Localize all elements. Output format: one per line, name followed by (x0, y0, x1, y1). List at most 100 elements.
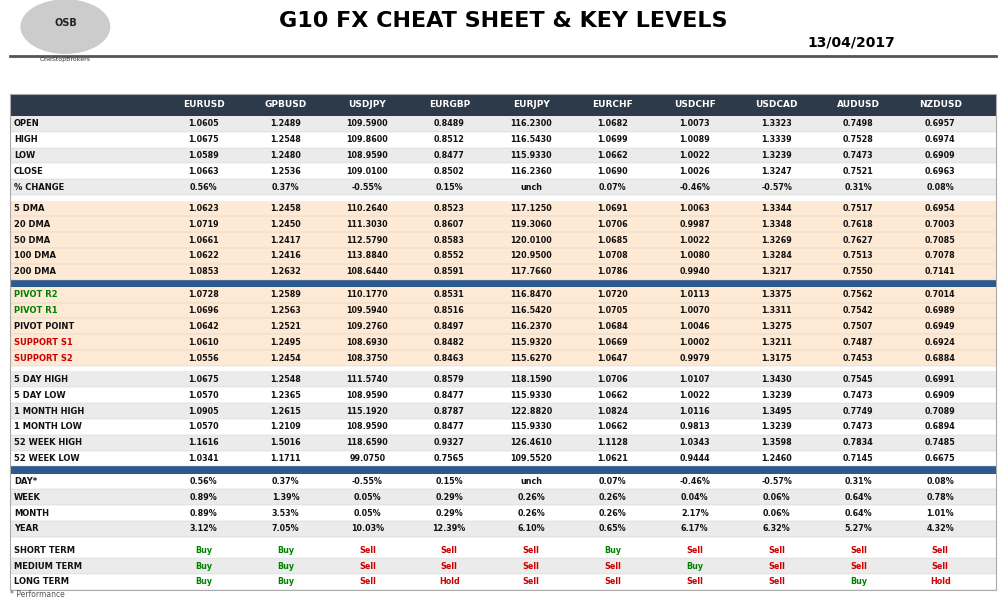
Text: 0.05%: 0.05% (354, 509, 381, 518)
Text: Sell: Sell (359, 561, 376, 571)
Text: 1.3211: 1.3211 (762, 338, 792, 347)
Text: 0.7521: 0.7521 (843, 167, 874, 176)
Text: 115.9330: 115.9330 (510, 151, 552, 160)
Text: 0.7003: 0.7003 (925, 220, 956, 229)
Text: 1.2480: 1.2480 (271, 151, 301, 160)
Text: 1.3239: 1.3239 (762, 422, 792, 431)
Bar (10, 537, 996, 543)
Text: 0.7507: 0.7507 (843, 322, 874, 331)
Text: 0.7545: 0.7545 (843, 375, 874, 384)
Text: -0.55%: -0.55% (352, 183, 383, 192)
Text: 1.0675: 1.0675 (188, 135, 219, 144)
Text: 0.7089: 0.7089 (925, 407, 956, 416)
Text: 112.5790: 112.5790 (346, 236, 388, 244)
Text: 5 DAY HIGH: 5 DAY HIGH (14, 375, 68, 384)
Text: 12.39%: 12.39% (433, 525, 466, 534)
Bar (10, 419, 996, 435)
Text: 1.2417: 1.2417 (271, 236, 301, 244)
Text: WEEK: WEEK (14, 493, 41, 502)
Bar (10, 387, 996, 403)
Text: 1.3348: 1.3348 (762, 220, 792, 229)
Text: 0.9813: 0.9813 (679, 422, 710, 431)
Text: 6.17%: 6.17% (681, 525, 708, 534)
Text: 119.3060: 119.3060 (510, 220, 552, 229)
Text: YEAR: YEAR (14, 525, 38, 534)
Text: 126.4610: 126.4610 (510, 438, 552, 447)
Text: 0.8477: 0.8477 (434, 151, 465, 160)
Text: 0.6963: 0.6963 (925, 167, 956, 176)
Text: Sell: Sell (686, 546, 703, 555)
Text: 0.07%: 0.07% (600, 183, 627, 192)
Text: Buy: Buy (277, 546, 294, 555)
Text: 0.7562: 0.7562 (843, 290, 874, 299)
Text: 1.0073: 1.0073 (679, 119, 710, 128)
Bar (10, 521, 996, 537)
Text: USDCAD: USDCAD (756, 100, 798, 110)
Bar (10, 201, 996, 217)
Text: EURCHF: EURCHF (593, 100, 634, 110)
Text: Sell: Sell (932, 546, 949, 555)
Bar (10, 435, 996, 451)
Text: 1.0706: 1.0706 (598, 220, 628, 229)
Text: 0.7528: 0.7528 (843, 135, 874, 144)
Text: Sell: Sell (359, 546, 376, 555)
Text: 1.0662: 1.0662 (598, 151, 629, 160)
Text: unch: unch (520, 183, 542, 192)
Text: 1.0070: 1.0070 (679, 306, 710, 315)
Text: -0.55%: -0.55% (352, 477, 383, 486)
Text: 1.3598: 1.3598 (762, 438, 792, 447)
Text: Hold: Hold (930, 577, 951, 586)
Text: 0.7834: 0.7834 (843, 438, 874, 447)
Text: 1.3430: 1.3430 (762, 375, 792, 384)
Text: 1.0662: 1.0662 (598, 422, 629, 431)
Text: 0.08%: 0.08% (927, 183, 954, 192)
Text: Sell: Sell (523, 577, 539, 586)
Bar (10, 280, 996, 287)
Text: USDCHF: USDCHF (674, 100, 715, 110)
Text: HIGH: HIGH (14, 135, 37, 144)
Text: 0.7473: 0.7473 (843, 422, 874, 431)
Text: 0.8512: 0.8512 (434, 135, 465, 144)
Text: 1.0570: 1.0570 (188, 422, 219, 431)
Text: Sell: Sell (686, 577, 703, 586)
Text: 1.0556: 1.0556 (188, 353, 219, 362)
Bar (10, 132, 996, 148)
Text: Buy: Buy (277, 577, 294, 586)
Text: 0.6974: 0.6974 (925, 135, 956, 144)
Text: 0.6949: 0.6949 (925, 322, 956, 331)
Text: 0.8489: 0.8489 (434, 119, 465, 128)
Text: 0.26%: 0.26% (599, 493, 627, 502)
Text: 110.2640: 110.2640 (346, 204, 388, 213)
Text: 108.6440: 108.6440 (346, 267, 388, 276)
Bar (10, 195, 996, 201)
Text: CLOSE: CLOSE (14, 167, 44, 176)
Text: 116.2360: 116.2360 (510, 167, 552, 176)
Bar (10, 94, 996, 116)
Text: 1.2548: 1.2548 (271, 135, 301, 144)
Text: 0.8531: 0.8531 (434, 290, 465, 299)
Text: 1.3375: 1.3375 (762, 290, 792, 299)
Text: Sell: Sell (523, 546, 539, 555)
Text: 1.0026: 1.0026 (679, 167, 710, 176)
Text: 1.0002: 1.0002 (679, 338, 710, 347)
Text: 1.2495: 1.2495 (271, 338, 301, 347)
Text: 1.3269: 1.3269 (762, 236, 792, 244)
Bar (10, 163, 996, 179)
Text: 116.5430: 116.5430 (510, 135, 552, 144)
Text: 1.1128: 1.1128 (598, 438, 629, 447)
Text: 1.3175: 1.3175 (762, 353, 792, 362)
Text: 1.0022: 1.0022 (679, 151, 710, 160)
Text: 0.7618: 0.7618 (843, 220, 874, 229)
Text: Sell: Sell (932, 561, 949, 571)
Text: 0.15%: 0.15% (436, 477, 463, 486)
Text: Buy: Buy (605, 546, 622, 555)
Text: 1.1711: 1.1711 (271, 454, 301, 463)
Bar (10, 232, 996, 248)
Text: 1.2489: 1.2489 (271, 119, 301, 128)
Bar (10, 574, 996, 590)
Text: 0.37%: 0.37% (272, 183, 300, 192)
Text: 1.3323: 1.3323 (762, 119, 792, 128)
Text: 1.2563: 1.2563 (271, 306, 301, 315)
Text: Sell: Sell (359, 577, 376, 586)
Text: 0.8463: 0.8463 (434, 353, 465, 362)
